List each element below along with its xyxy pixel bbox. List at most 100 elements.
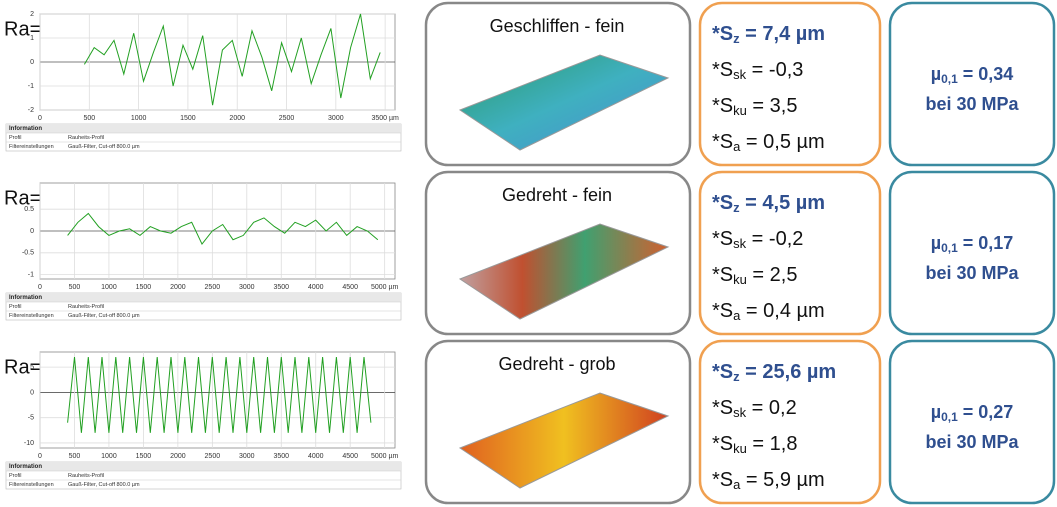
- friction-condition: bei 30 MPa: [925, 263, 1019, 283]
- x-tick-label: 1000: [101, 284, 117, 291]
- param-symbol: *S: [712, 59, 733, 81]
- surface-title: Gedreht - grob: [498, 354, 615, 374]
- y-tick-label: 2: [30, 11, 34, 18]
- x-tick-label: 5000 µm: [371, 453, 399, 460]
- x-tick-label: 1000: [131, 115, 147, 122]
- param-sub: sk: [733, 67, 747, 82]
- info-key: Filtereinstellungen: [9, 144, 54, 150]
- param: *Ssk = -0,3: [712, 59, 803, 82]
- x-tick-label: 1000: [101, 453, 117, 460]
- param-value: = 1,8: [747, 433, 798, 455]
- x-tick-label: 4500: [342, 453, 358, 460]
- param-value: = 0,4 µm: [740, 300, 824, 322]
- friction-box: [890, 341, 1054, 503]
- param: *Sz = 4,5 µm: [712, 192, 825, 215]
- friction-box: [890, 172, 1054, 334]
- param: *Sa = 0,5 µm: [712, 131, 825, 154]
- friction-sub: 0,1: [941, 241, 958, 255]
- friction-value: = 0,27: [958, 402, 1014, 422]
- y-tick-label: -1: [28, 271, 34, 278]
- info-value: Gauß-Filter, Cut-off 800.0 µm: [68, 482, 140, 488]
- x-tick-label: 2500: [279, 115, 295, 122]
- y-tick-label: 0.5: [24, 206, 34, 213]
- friction-value: = 0,34: [958, 64, 1014, 84]
- param-symbol: *S: [712, 23, 733, 45]
- x-tick-label: 4500: [342, 284, 358, 291]
- param: *Ssk = -0,2: [712, 228, 803, 251]
- param-sub: sk: [733, 236, 747, 251]
- friction-condition: bei 30 MPa: [925, 94, 1019, 114]
- x-tick-label: 2000: [229, 115, 245, 122]
- param-value: = 2,5: [747, 264, 798, 286]
- param-symbol: *S: [712, 433, 733, 455]
- param-sub: ku: [733, 272, 747, 287]
- friction-condition: bei 30 MPa: [925, 432, 1019, 452]
- info-header: [6, 462, 401, 471]
- friction-sub: 0,1: [941, 72, 958, 86]
- param-sub: ku: [733, 103, 747, 118]
- y-tick-label: -0.5: [22, 250, 34, 257]
- info-header-text: Information: [9, 464, 42, 470]
- x-tick-label: 0: [38, 115, 42, 122]
- y-tick-label: -10: [24, 440, 34, 447]
- x-tick-label: 4000: [308, 284, 324, 291]
- param-value: = 0,2: [746, 397, 797, 419]
- info-header: [6, 124, 401, 133]
- info-value: Gauß-Filter, Cut-off 800.0 µm: [68, 313, 140, 319]
- x-tick-label: 2000: [170, 453, 186, 460]
- slide: Ra= 0,4-2-101205001000150020002500300035…: [0, 0, 1057, 507]
- x-tick-label: 2500: [205, 453, 221, 460]
- x-tick-label: 5000 µm: [371, 284, 399, 291]
- info-value: Rauheits-Profil: [68, 473, 104, 479]
- y-tick-label: 0: [30, 389, 34, 396]
- param-symbol: *S: [712, 95, 733, 117]
- param-value: = 3,5: [747, 95, 798, 117]
- x-tick-label: 500: [69, 453, 81, 460]
- friction-symbol: µ: [931, 64, 941, 84]
- info-header: [6, 293, 401, 302]
- param-symbol: *S: [712, 469, 733, 491]
- y-tick-label: -2: [28, 107, 34, 114]
- friction-symbol: µ: [931, 402, 941, 422]
- param-symbol: *S: [712, 300, 733, 322]
- info-key: Filtereinstellungen: [9, 482, 54, 488]
- y-tick-label: 0: [30, 59, 34, 66]
- param-value: = 4,5 µm: [740, 192, 825, 214]
- info-key: Filtereinstellungen: [9, 313, 54, 319]
- param-symbol: *S: [712, 361, 733, 383]
- param: *Ssk = 0,2: [712, 397, 797, 420]
- param: *Sa = 0,4 µm: [712, 300, 825, 323]
- y-tick-label: 5: [30, 364, 34, 371]
- param: *Sa = 5,9 µm: [712, 469, 825, 492]
- info-header-text: Information: [9, 126, 42, 132]
- param: *Sku = 2,5: [712, 264, 797, 287]
- x-tick-label: 1500: [180, 115, 196, 122]
- info-key: Profil: [9, 304, 22, 310]
- info-value: Rauheits-Profil: [68, 304, 104, 310]
- param-value: = -0,2: [746, 228, 803, 250]
- param-value: = 7,4 µm: [740, 23, 825, 45]
- y-tick-label: -1: [28, 83, 34, 90]
- param-symbol: *S: [712, 131, 733, 153]
- y-tick-label: 0: [30, 228, 34, 235]
- x-tick-label: 2000: [170, 284, 186, 291]
- x-tick-label: 0: [38, 284, 42, 291]
- x-tick-label: 3000: [328, 115, 344, 122]
- param-value: = 0,5 µm: [740, 131, 824, 153]
- x-tick-label: 3500: [273, 284, 289, 291]
- x-tick-label: 1500: [136, 453, 152, 460]
- x-tick-label: 3000: [239, 453, 255, 460]
- y-tick-label: -5: [28, 415, 34, 422]
- x-tick-label: 1500: [136, 284, 152, 291]
- plot-area: [40, 352, 395, 448]
- param-symbol: *S: [712, 264, 733, 286]
- x-tick-label: 3500 µm: [371, 115, 399, 122]
- x-tick-label: 0: [38, 453, 42, 460]
- x-tick-label: 3500: [273, 453, 289, 460]
- x-tick-label: 3000: [239, 284, 255, 291]
- param-symbol: *S: [712, 192, 733, 214]
- param-value: = 5,9 µm: [740, 469, 824, 491]
- x-tick-label: 2500: [205, 284, 221, 291]
- friction-box: [890, 3, 1054, 165]
- x-tick-label: 500: [69, 284, 81, 291]
